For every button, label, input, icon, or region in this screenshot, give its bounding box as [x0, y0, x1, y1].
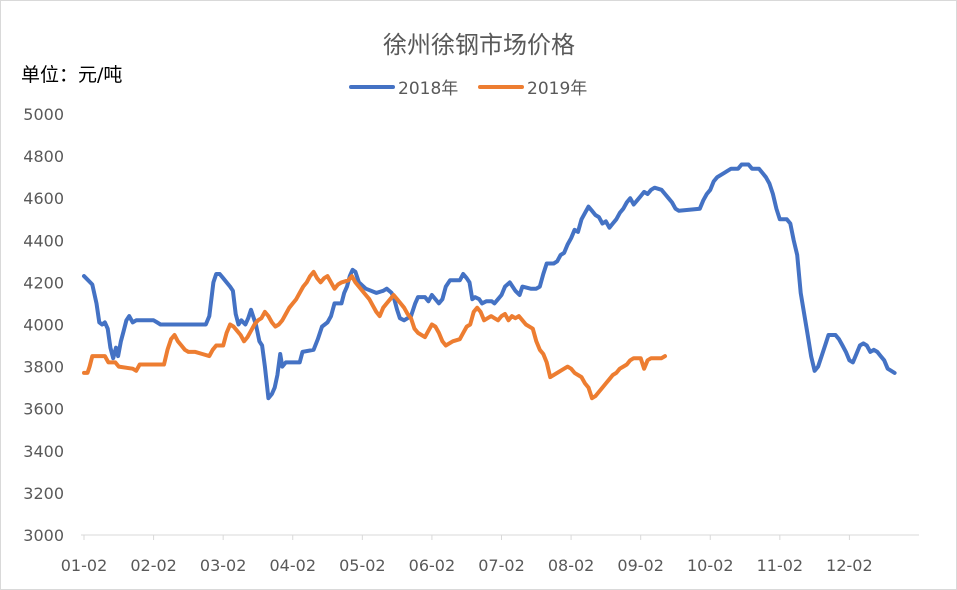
y-tick-label: 4800	[23, 147, 64, 166]
y-tick-label: 3200	[23, 484, 64, 503]
x-tick-label: 08-02	[548, 556, 595, 575]
y-tick-label: 4600	[23, 189, 64, 208]
chart-title: 徐州徐钢市场价格	[383, 31, 575, 59]
x-tick-label: 07-02	[478, 556, 525, 575]
y-tick-label: 3600	[23, 400, 64, 419]
series-lines	[82, 162, 897, 401]
x-tick-label: 01-02	[61, 556, 108, 575]
x-tick-label: 09-02	[617, 556, 664, 575]
x-tick-label: 05-02	[339, 556, 386, 575]
y-tick-label: 3000	[23, 526, 64, 545]
x-tick-label: 06-02	[409, 556, 456, 575]
y-axis-ticks: 3000 3200 3400 3600 3800 4000 4200 4400 4600 4800…	[23, 105, 64, 545]
y-tick-label: 4400	[23, 231, 64, 250]
x-tick-label: 10-02	[687, 556, 734, 575]
x-tick-label: 03-02	[200, 556, 247, 575]
series-line-2018	[82, 162, 897, 401]
legend-label-2019: 2019年	[527, 79, 587, 99]
x-tick-label: 04-02	[270, 556, 317, 575]
legend-label-2018: 2018年	[398, 79, 458, 99]
y-tick-label: 4000	[23, 316, 64, 335]
y-tick-label: 4200	[23, 273, 64, 292]
series-line-2019	[82, 269, 667, 401]
x-tick-label: 11-02	[757, 556, 804, 575]
unit-label: 单位：元/吨	[21, 64, 122, 86]
x-tick-label: 02-02	[130, 556, 177, 575]
legend: 2018年 2019年	[349, 79, 587, 99]
y-tick-label: 3800	[23, 358, 64, 377]
y-tick-label: 5000	[23, 105, 64, 124]
x-tick-label: 12-02	[826, 556, 873, 575]
y-tick-label: 3400	[23, 442, 64, 461]
x-axis-ticks: 01-02 02-02 03-02 04-02 05-02 06-02 07-02 08-02…	[61, 535, 873, 575]
